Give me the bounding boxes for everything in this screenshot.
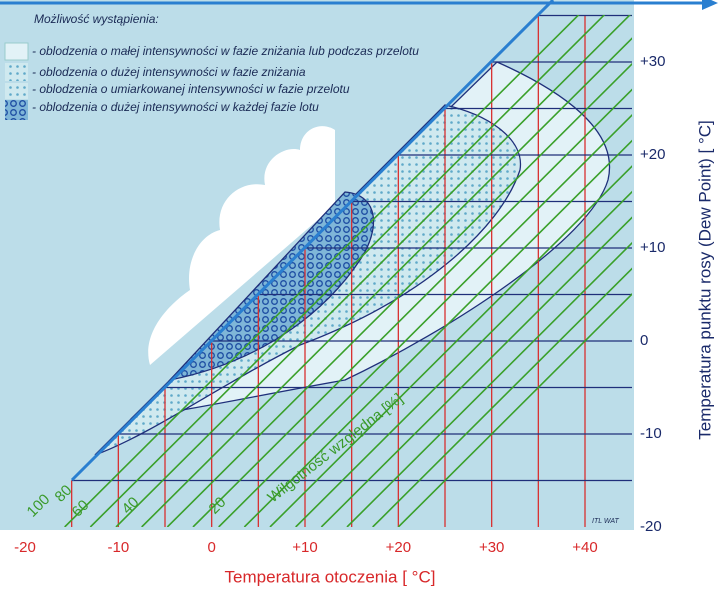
grid xyxy=(71,14,632,527)
y-tick-label: -20 xyxy=(640,518,662,535)
humidity-line xyxy=(269,165,632,527)
humidity-line xyxy=(192,88,632,527)
humidity-line xyxy=(141,37,632,527)
humidity-line xyxy=(64,15,580,527)
legend-entry: - oblodzenia o małej intensywności w faz… xyxy=(32,44,419,58)
humidity-line xyxy=(218,114,632,527)
x-tick-label: +30 xyxy=(479,539,504,556)
x-tick-label: -10 xyxy=(107,539,129,556)
x-tick-label: +10 xyxy=(292,539,317,556)
x-axis-title: Temperatura otoczenia [ °C] xyxy=(225,567,436,586)
arrow-head xyxy=(702,0,718,10)
humidity-line xyxy=(243,139,632,527)
y-tick-label: -10 xyxy=(640,425,662,442)
legend-entry: - oblodzenia o umiarkowanej intensywnośc… xyxy=(32,82,350,96)
humidity-line xyxy=(115,15,631,527)
y-tick-label: +30 xyxy=(640,53,665,70)
x-tick-label: +40 xyxy=(572,539,597,556)
humidity-line xyxy=(295,190,632,527)
humidity-line xyxy=(166,62,632,527)
credit: ITL WAT xyxy=(592,518,620,525)
y-tick-label: +20 xyxy=(640,146,665,163)
humidity-line xyxy=(89,15,606,527)
legend-swatch xyxy=(5,100,28,120)
legend-entry: - oblodzenia o dużej intensywności w faz… xyxy=(32,65,306,79)
humidity-line xyxy=(346,241,632,527)
legend-title: Możliwość wystąpienia: xyxy=(34,12,159,26)
humidity-line xyxy=(372,267,632,527)
legend-swatch xyxy=(5,63,28,81)
legend-swatch xyxy=(5,83,28,99)
legend-entry: - oblodzenia o dużej intensywności w każ… xyxy=(32,100,319,114)
x-tick-label: 0 xyxy=(207,539,215,556)
cloud xyxy=(148,126,335,365)
y-axis-title: Temperatura punktu rosy (Dew Point) [ °C… xyxy=(695,120,714,440)
saturation-line xyxy=(70,0,555,482)
humidity-line xyxy=(320,216,632,527)
x-tick-label: +20 xyxy=(386,539,411,556)
humidity-line xyxy=(397,293,632,527)
y-tick-label: +10 xyxy=(640,239,665,256)
y-tick-label: 0 xyxy=(640,332,648,349)
legend-swatch xyxy=(4,42,29,61)
x-tick-label: -20 xyxy=(14,539,36,556)
humidity-lines xyxy=(64,15,632,527)
